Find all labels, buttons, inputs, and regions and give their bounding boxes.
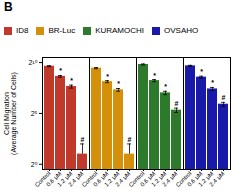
svg-text:*: * [200, 68, 203, 75]
svg-text:*: * [164, 83, 167, 90]
html-text:BR-Luc: BR-Luc [48, 26, 76, 35]
svg-text:0.6 μM: 0.6 μM [45, 170, 63, 188]
svg-text:Cell Migration(Average Number: Cell Migration(Average Number of Cells) [3, 72, 18, 155]
svg-text:1.2 μM: 1.2 μM [197, 170, 215, 188]
svg-text:0.6 μM: 0.6 μM [139, 170, 157, 188]
svg-text:2.4 μM: 2.4 μM [208, 170, 225, 187]
svg-text:2⁰: 2⁰ [31, 161, 38, 168]
html-text:B: B [4, 0, 13, 14]
svg-text:*: * [70, 77, 73, 84]
svg-text:Control: Control [80, 170, 99, 189]
svg-text:*: * [59, 67, 62, 74]
svg-text:1.2 μM: 1.2 μM [103, 170, 121, 188]
svg-text:*: * [106, 73, 109, 80]
svg-text:2.4 μM: 2.4 μM [161, 170, 179, 188]
svg-text:2¹⁰: 2¹⁰ [28, 59, 37, 66]
svg-text:2⁵: 2⁵ [31, 110, 38, 117]
html-text:OVSAHO: OVSAHO [164, 26, 199, 35]
svg-text:*: * [153, 72, 156, 79]
svg-text:Control: Control [33, 170, 52, 189]
svg-text:#: # [222, 94, 226, 101]
svg-text:*: * [211, 79, 214, 86]
svg-text:#: # [81, 136, 85, 143]
svg-text:Control: Control [174, 170, 193, 189]
svg-text:#: # [128, 136, 132, 143]
svg-text:2.4 μM: 2.4 μM [67, 170, 85, 188]
svg-text:1.2 μM: 1.2 μM [150, 170, 168, 188]
svg-text:#: # [175, 100, 179, 107]
svg-text:Control: Control [127, 170, 146, 189]
svg-text:0.6 μM: 0.6 μM [186, 170, 204, 188]
html-text:ID8: ID8 [16, 26, 29, 35]
svg-text:0.6 μM: 0.6 μM [92, 170, 110, 188]
svg-text:1.2 μM: 1.2 μM [56, 170, 74, 188]
svg-text:2.4 μM: 2.4 μM [114, 170, 132, 188]
svg-text:*: * [117, 80, 120, 87]
html-text:KURAMOCHI: KURAMOCHI [95, 26, 144, 35]
